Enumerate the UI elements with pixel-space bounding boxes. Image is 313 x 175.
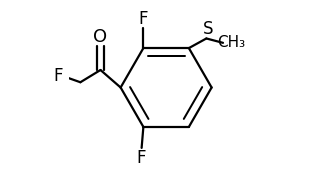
Text: F: F — [139, 10, 148, 28]
Text: O: O — [94, 28, 108, 46]
Text: S: S — [203, 20, 214, 38]
Text: F: F — [136, 149, 146, 167]
Text: F: F — [54, 67, 63, 85]
Text: CH₃: CH₃ — [217, 35, 245, 50]
